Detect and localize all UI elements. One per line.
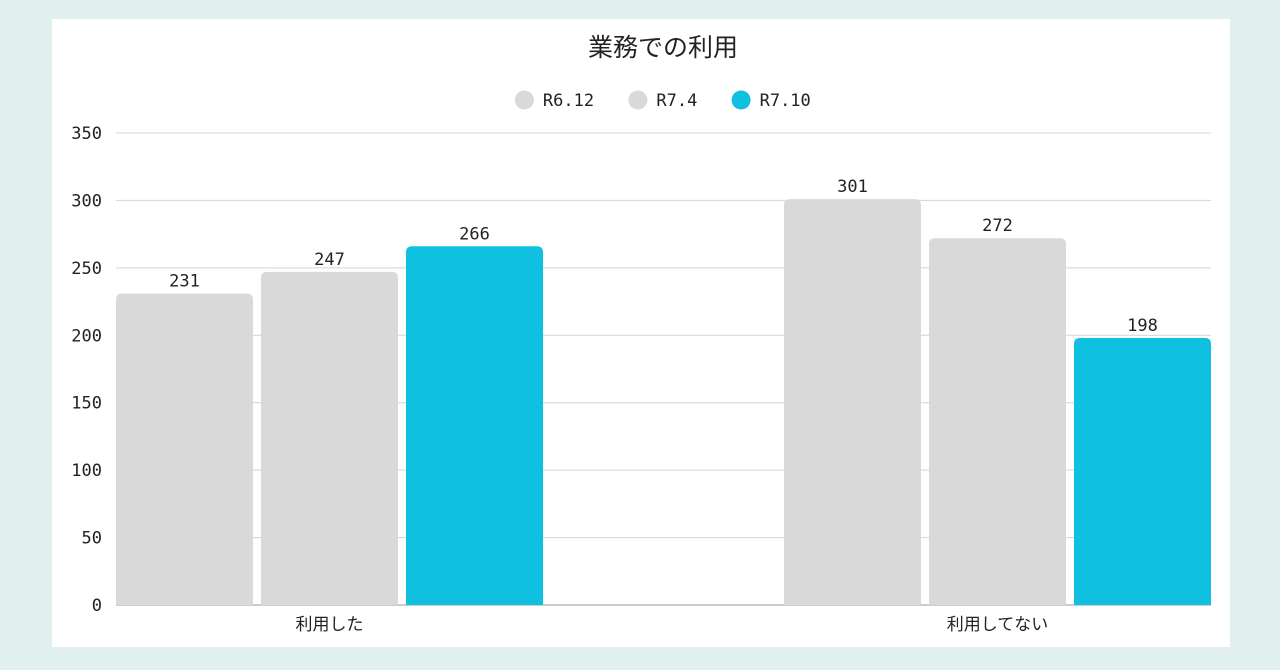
chart-panel: 業務での利用 0 50 100 150 200 250 300 350 231 247 266 30…: [52, 19, 1230, 647]
legend-marker: [731, 90, 751, 110]
data-label: 247: [314, 250, 345, 270]
legend-item: R6.12: [514, 90, 594, 111]
data-label: 301: [837, 177, 868, 197]
x-axis-category-labels: 利用した 利用してない: [296, 615, 1049, 635]
y-tick-label: 300: [71, 191, 102, 211]
data-label: 231: [169, 271, 200, 291]
legend-marker: [628, 90, 648, 110]
x-category-label: 利用してない: [947, 615, 1049, 635]
data-label: 272: [982, 216, 1013, 236]
legend-label: R6.12: [543, 91, 594, 111]
bars: [116, 199, 1211, 605]
y-tick-label: 0: [92, 596, 102, 616]
y-tick-label: 150: [71, 394, 102, 414]
legend-marker: [514, 90, 534, 110]
data-label: 266: [459, 224, 490, 244]
legend: R6.12 R7.4 R7.10: [514, 90, 811, 111]
y-tick-label: 50: [82, 529, 102, 549]
bar: [784, 199, 921, 605]
legend-item: R7.10: [731, 90, 811, 111]
y-axis-tick-labels: 0 50 100 150 200 250 300 350: [71, 124, 102, 616]
data-label: 198: [1127, 316, 1158, 336]
y-tick-label: 200: [71, 326, 102, 346]
legend-label: R7.10: [760, 91, 811, 111]
bar: [929, 238, 1066, 605]
chart-title: 業務での利用: [588, 33, 738, 62]
bar: [261, 271, 398, 605]
y-tick-label: 100: [71, 461, 102, 481]
y-tick-label: 350: [71, 124, 102, 144]
bar-chart: 業務での利用 0 50 100 150 200 250 300 350 231 247 266 30…: [71, 33, 1211, 635]
bar: [1074, 337, 1211, 605]
legend-item: R7.4: [628, 90, 697, 111]
data-labels: 231 247 266 301 272 198: [169, 177, 1158, 336]
bar: [406, 246, 543, 605]
y-tick-label: 250: [71, 259, 102, 279]
x-category-label: 利用した: [296, 615, 364, 635]
legend-label: R7.4: [656, 91, 697, 111]
bar: [116, 293, 253, 605]
